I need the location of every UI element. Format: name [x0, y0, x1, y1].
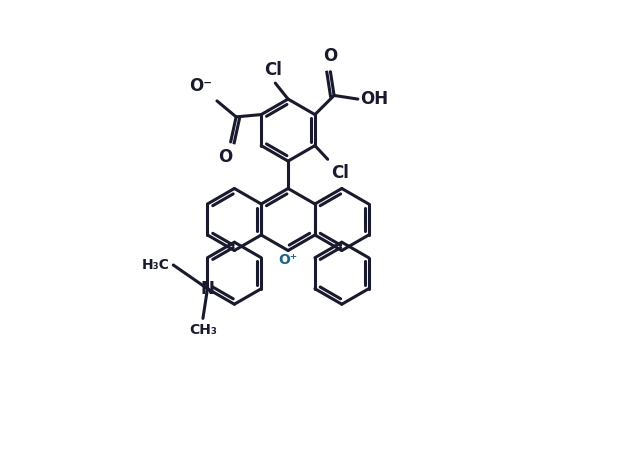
Text: O⁺: O⁺ — [278, 253, 298, 267]
Text: H₃C: H₃C — [141, 258, 170, 272]
Text: O: O — [218, 149, 232, 166]
Text: CH₃: CH₃ — [189, 323, 217, 337]
Text: O: O — [323, 47, 337, 65]
Text: Cl: Cl — [332, 164, 349, 182]
Text: OH: OH — [360, 90, 388, 108]
Text: N: N — [200, 280, 214, 298]
Text: O⁻: O⁻ — [189, 78, 212, 95]
Text: Cl: Cl — [264, 61, 282, 78]
